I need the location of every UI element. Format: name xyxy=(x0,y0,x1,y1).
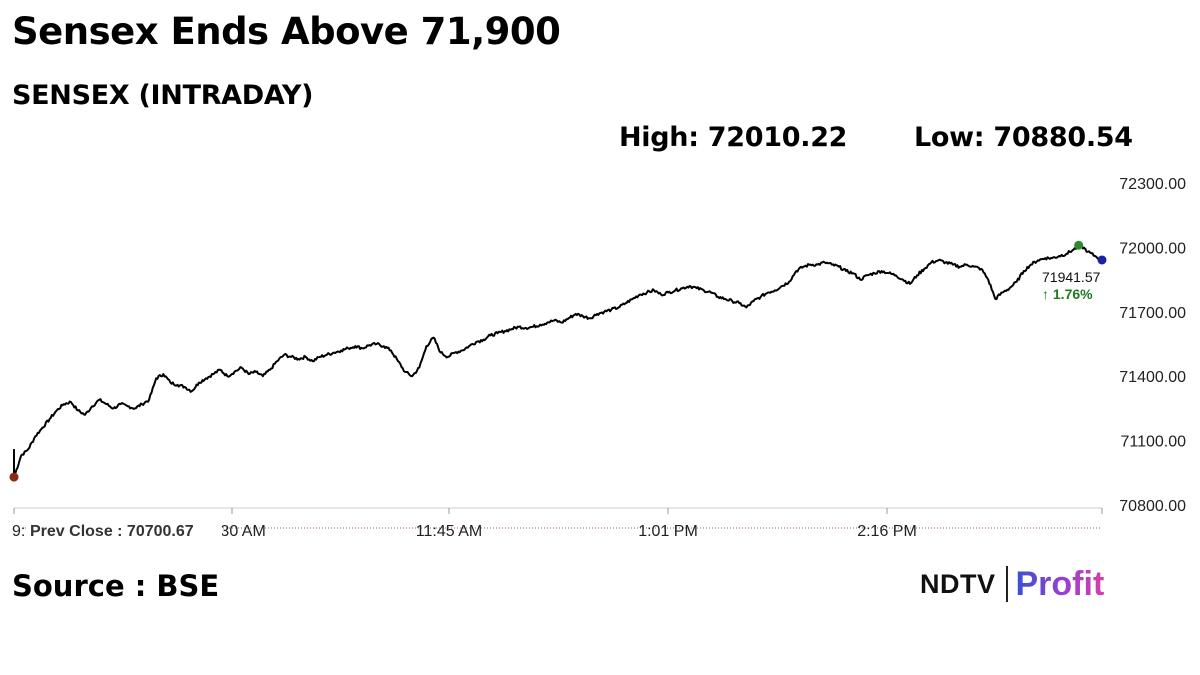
ndtv-profit-logo: NDTV Profit xyxy=(920,562,1104,606)
high-label: High: 72010.22 xyxy=(619,122,848,153)
y-tick-label: 72300.00 xyxy=(1119,176,1186,193)
chart-markers xyxy=(9,240,1107,482)
low-label: Low: 70880.54 xyxy=(914,122,1133,153)
logo-brand: NDTV xyxy=(920,568,996,599)
chart-labels: 72300.00 72000.00 71700.00 71400.00 71100.00… xyxy=(12,176,1186,540)
y-tick-label: 71100.00 xyxy=(1120,434,1186,451)
x-tick-label: 11:45 AM xyxy=(416,523,482,540)
change-label: ↑ 1.76% xyxy=(1042,286,1093,302)
high-marker xyxy=(1074,240,1084,250)
logo-divider xyxy=(1005,566,1008,602)
logo-sub: Profit xyxy=(1015,564,1105,603)
y-tick-label: 71400.00 xyxy=(1119,369,1186,386)
source-note: Source : BSE xyxy=(12,569,220,603)
last-marker xyxy=(1097,255,1107,265)
x-tick-label: 2:16 PM xyxy=(857,523,917,540)
y-tick-label: 71700.00 xyxy=(1119,305,1186,322)
x-tick-label: 1:01 PM xyxy=(638,523,698,540)
prev-close-backing xyxy=(26,520,222,540)
chart-subheading: SENSEX (INTRADAY) xyxy=(12,80,314,111)
headline: Sensex Ends Above 71,900 xyxy=(12,10,561,53)
y-tick-label: 70800.00 xyxy=(1119,498,1186,515)
last-value-label: 71941.57 xyxy=(1042,269,1101,285)
prev-close-label: Prev Close : 70700.67 xyxy=(30,523,194,540)
x-tick-label: 9: xyxy=(12,523,25,540)
open-marker xyxy=(9,472,19,482)
price-line xyxy=(13,243,1103,478)
y-tick-label: 72000.00 xyxy=(1119,240,1186,257)
